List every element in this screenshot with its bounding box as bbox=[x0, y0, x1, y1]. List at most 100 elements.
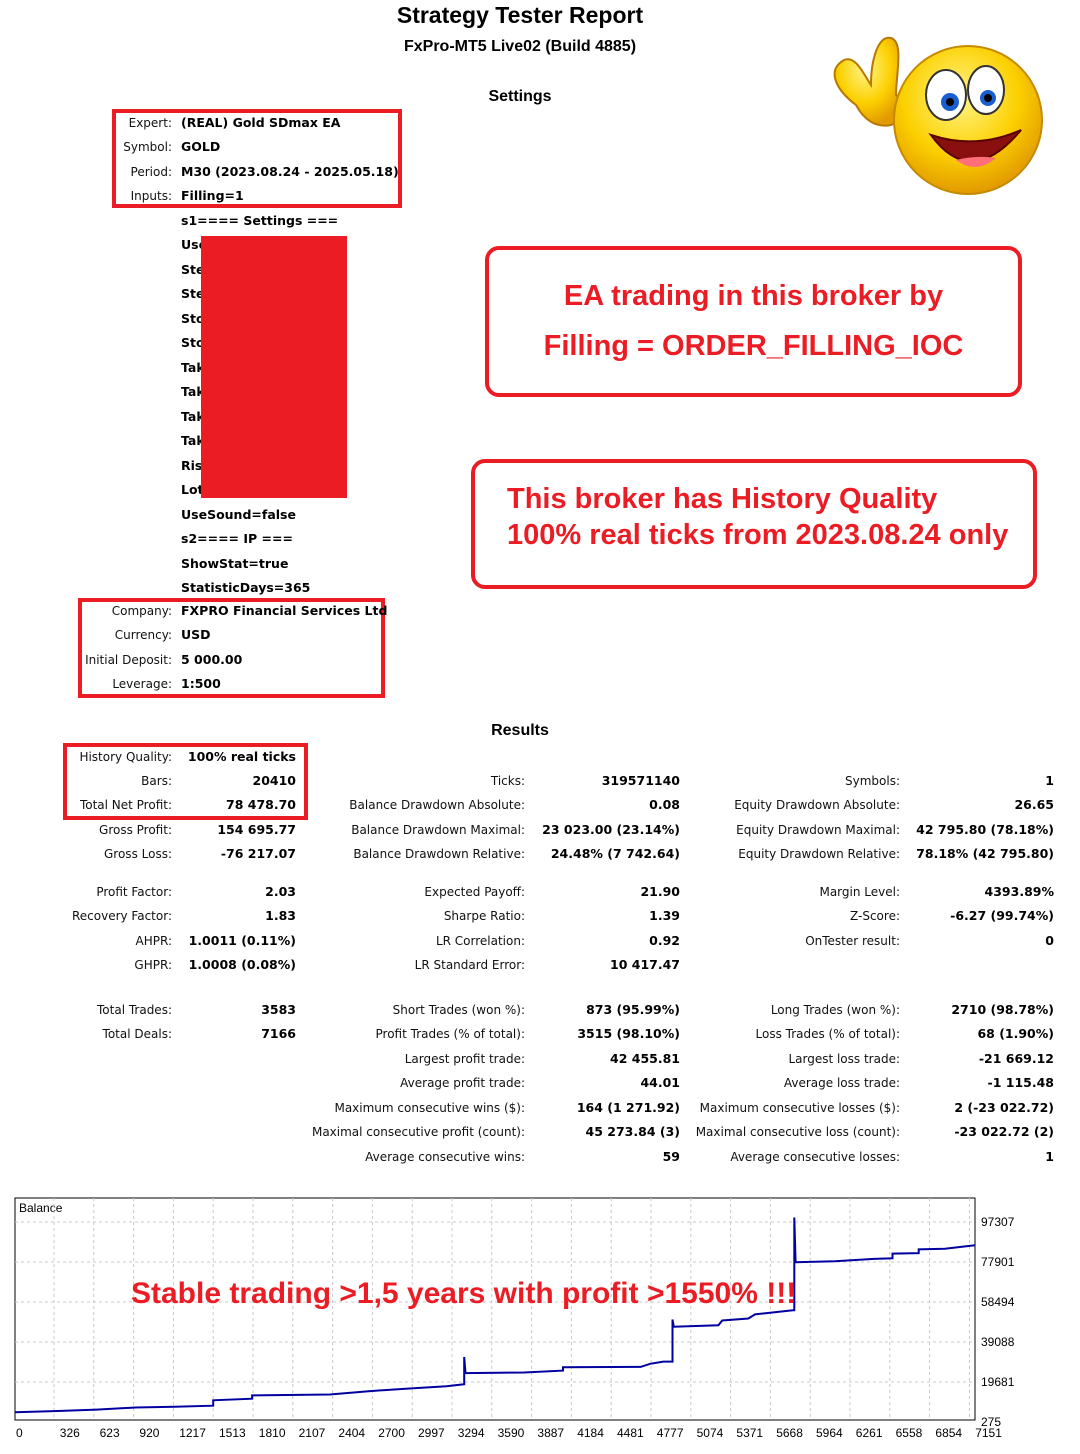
deposit-value: 5 000.00 bbox=[181, 652, 243, 667]
result-value: 68 (1.90%) bbox=[977, 1026, 1054, 1041]
plot-area bbox=[14, 1197, 976, 1421]
x-tick-label: 2107 bbox=[299, 1426, 326, 1440]
period-value: M30 (2023.08.24 - 2025.05.18) bbox=[181, 164, 399, 179]
result-label: LR Correlation: bbox=[435, 934, 525, 948]
result-value: 0.92 bbox=[649, 933, 680, 948]
y-tick-label: 77901 bbox=[981, 1255, 1015, 1269]
result-label: Recovery Factor: bbox=[71, 909, 172, 923]
result-label: Total Trades: bbox=[97, 1003, 172, 1017]
result-value: 164 (1 271.92) bbox=[576, 1100, 680, 1115]
result-label: Sharpe Ratio: bbox=[443, 909, 525, 923]
history-note-line-2: 100% real ticks from 2023.08.24 only bbox=[507, 519, 1009, 551]
smiley-victory-icon bbox=[833, 36, 1043, 195]
report-subtitle: FxPro-MT5 Live02 (Build 4885) bbox=[403, 38, 637, 55]
x-tick-label: 326 bbox=[60, 1426, 80, 1440]
result-value: 3583 bbox=[261, 1002, 296, 1017]
result-value: 4393.89% bbox=[984, 884, 1054, 899]
x-tick-label: 1513 bbox=[219, 1426, 246, 1440]
x-tick-label: 6261 bbox=[856, 1426, 883, 1440]
result-label: Equity Drawdown Relative: bbox=[738, 847, 900, 861]
x-tick-label: 1810 bbox=[259, 1426, 286, 1440]
result-value: 78 478.70 bbox=[226, 797, 296, 812]
result-label: Equity Drawdown Absolute: bbox=[734, 798, 900, 812]
result-label: Gross Profit: bbox=[99, 823, 172, 837]
result-label: Average consecutive losses: bbox=[730, 1150, 900, 1164]
filling-note-line-1: EA trading in this broker by bbox=[563, 280, 944, 312]
expert-highlight-box bbox=[112, 109, 402, 208]
filling-note-line-2: Filling = ORDER_FILLING_IOC bbox=[543, 330, 964, 362]
symbol-value: GOLD bbox=[181, 139, 221, 154]
result-label: Average profit trade: bbox=[400, 1076, 525, 1090]
input-line: ShowStat=true bbox=[181, 555, 289, 571]
y-tick-label: 275 bbox=[981, 1415, 1001, 1429]
input-line: Tak bbox=[181, 433, 205, 448]
input-line: UseSound=false bbox=[181, 506, 296, 522]
result-label: Ticks: bbox=[490, 774, 525, 788]
company-value: FXPRO Financial Services Ltd bbox=[181, 603, 388, 618]
result-label: Bars: bbox=[141, 774, 172, 788]
result-value: 100% real ticks bbox=[187, 749, 296, 764]
result-value: 42 455.81 bbox=[610, 1051, 680, 1066]
result-label: Symbols: bbox=[845, 774, 900, 788]
x-tick-label: 2700 bbox=[378, 1426, 405, 1440]
company-label: Company: bbox=[111, 604, 172, 618]
y-tick-label: 19681 bbox=[981, 1375, 1015, 1389]
result-label: Largest profit trade: bbox=[404, 1052, 525, 1066]
expert-value: (REAL) Gold SDmax EA bbox=[181, 115, 341, 130]
result-label: Gross Loss: bbox=[104, 847, 172, 861]
currency-value: USD bbox=[181, 627, 211, 642]
result-label: Z-Score: bbox=[850, 909, 900, 923]
input-line: Ste bbox=[181, 286, 205, 301]
result-label: Average consecutive wins: bbox=[365, 1150, 525, 1164]
result-value: 23 023.00 (23.14%) bbox=[542, 822, 680, 837]
leverage-label: Leverage: bbox=[112, 677, 172, 691]
result-value: 1.0008 (0.08%) bbox=[188, 957, 296, 972]
result-label: Equity Drawdown Maximal: bbox=[736, 823, 900, 837]
currency-label: Currency: bbox=[114, 628, 172, 642]
result-value: 1.83 bbox=[265, 908, 296, 923]
result-value: -6.27 (99.74%) bbox=[950, 908, 1054, 923]
balance-chart: Balance 275 19681 39088 58494 77901 97307 0 326 6… bbox=[14, 1197, 1015, 1440]
result-label: AHPR: bbox=[135, 934, 172, 948]
result-label: Expected Payoff: bbox=[424, 885, 525, 899]
history-note-line-1: This broker has History Quality bbox=[507, 483, 938, 515]
result-label: Maximal consecutive profit (count): bbox=[311, 1125, 525, 1139]
result-label: Balance Drawdown Absolute: bbox=[349, 798, 525, 812]
deposit-label: Initial Deposit: bbox=[85, 653, 172, 667]
result-label: Short Trades (won %): bbox=[392, 1003, 525, 1017]
quality-highlight-box bbox=[63, 743, 308, 820]
result-label: Profit Factor: bbox=[96, 885, 172, 899]
result-value: 10 417.47 bbox=[610, 957, 680, 972]
input-line: Sto bbox=[181, 310, 205, 326]
result-label: Long Trades (won %): bbox=[770, 1003, 900, 1017]
x-tick-label: 3887 bbox=[537, 1426, 564, 1440]
x-tick-label: 920 bbox=[139, 1426, 159, 1440]
input-line: Lot bbox=[181, 482, 204, 497]
history-note: This broker has History Quality 100% rea… bbox=[471, 459, 1037, 589]
input-line: Sto bbox=[181, 335, 205, 350]
result-value: 1.0011 (0.11%) bbox=[188, 933, 296, 948]
result-value: 78.18% (42 795.80) bbox=[916, 846, 1054, 861]
input-line: Tak bbox=[181, 408, 205, 424]
y-tick-label: 97307 bbox=[981, 1215, 1015, 1229]
x-tick-label: 5668 bbox=[776, 1426, 803, 1440]
result-label: Balance Drawdown Relative: bbox=[353, 847, 525, 861]
y-tick-label: 58494 bbox=[981, 1295, 1015, 1309]
result-value: -23 022.72 (2) bbox=[954, 1124, 1054, 1139]
result-value: 873 (95.99%) bbox=[586, 1002, 680, 1017]
result-label: LR Standard Error: bbox=[414, 958, 525, 972]
result-value: 26.65 bbox=[1014, 797, 1054, 812]
result-value: 3515 (98.10%) bbox=[577, 1026, 680, 1041]
result-value: 21.90 bbox=[640, 884, 680, 899]
result-value: 44.01 bbox=[640, 1075, 680, 1090]
result-label: Maximum consecutive losses ($): bbox=[699, 1101, 900, 1115]
result-label: Maximal consecutive loss (count): bbox=[695, 1125, 900, 1139]
result-label: GHPR: bbox=[134, 958, 172, 972]
period-label: Period: bbox=[130, 165, 172, 179]
result-value: 45 273.84 (3) bbox=[585, 1124, 680, 1139]
result-label: Largest loss trade: bbox=[788, 1052, 900, 1066]
symbol-label: Symbol: bbox=[123, 140, 172, 154]
settings-heading: Settings bbox=[488, 88, 552, 105]
input-line: Filling=1 bbox=[181, 188, 244, 203]
